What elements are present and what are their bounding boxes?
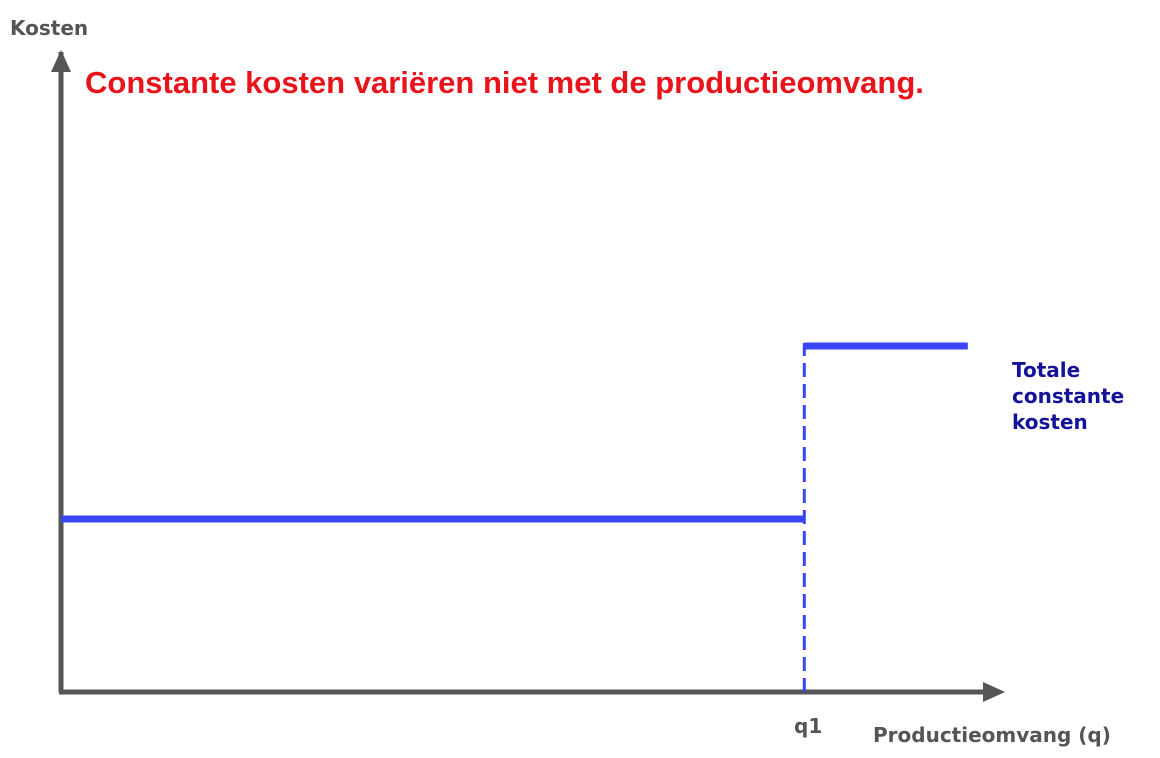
y-axis-arrow-icon [51, 50, 71, 72]
series-label-line-1: Totale [1012, 358, 1080, 382]
y-axis-label: Kosten [10, 16, 88, 40]
series-group [61, 342, 968, 692]
chart-title: Constante kosten variëren niet met de pr… [85, 65, 924, 100]
series-label-line-2: constante [1012, 384, 1124, 408]
x-axis-arrow-icon [983, 682, 1005, 702]
series-label: Totale constante kosten [1012, 358, 1124, 434]
series-label-line-3: kosten [1012, 410, 1088, 434]
x-axis-label: Productieomvang (q) [873, 723, 1111, 747]
x-tick-label: q1 [794, 714, 822, 738]
